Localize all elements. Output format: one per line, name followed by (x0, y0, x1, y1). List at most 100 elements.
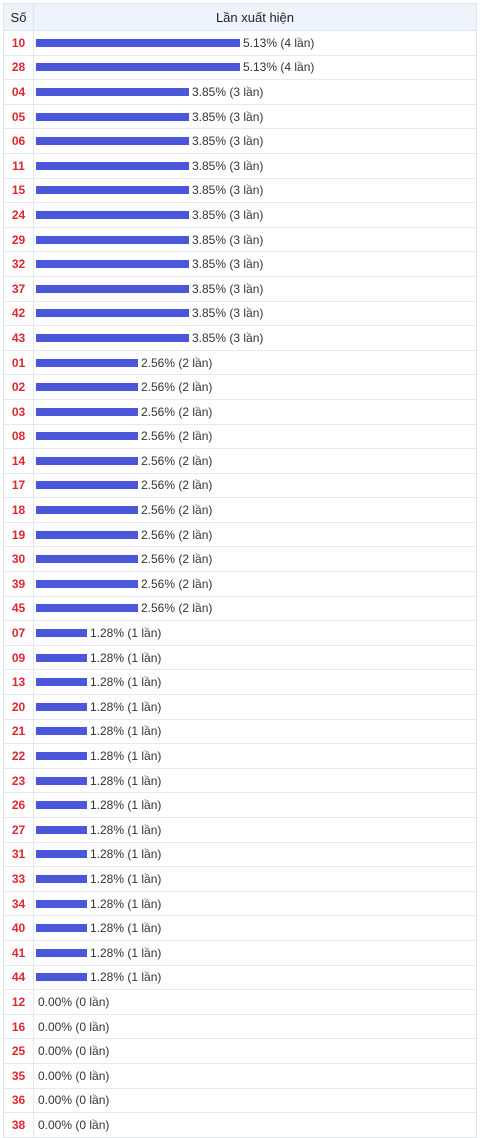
bar-cell: 2.56% (2 lần) (34, 400, 476, 424)
row-number: 25 (4, 1039, 34, 1063)
frequency-bar (36, 899, 87, 908)
frequency-bar (36, 776, 87, 785)
frequency-bar (36, 555, 138, 564)
frequency-bar (36, 407, 138, 416)
row-number: 17 (4, 473, 34, 498)
bar-label: 1.28% (1 lần) (90, 921, 162, 936)
bar-cell: 0.00% (0 lần) (34, 1089, 476, 1113)
frequency-table: Số Lần xuất hiện 10 5.13% (4 lần) 28 5.13% … (3, 3, 477, 1138)
bar-label: 2.56% (2 lần) (141, 478, 213, 493)
table-row: 26 1.28% (1 lần) (4, 793, 476, 818)
bar-cell: 2.56% (2 lần) (34, 498, 476, 522)
bar-cell: 2.56% (2 lần) (34, 474, 476, 498)
row-number: 21 (4, 719, 34, 744)
frequency-bar (36, 432, 138, 441)
row-number: 43 (4, 326, 34, 350)
bar-label: 0.00% (0 lần) (38, 1093, 110, 1108)
table-row: 24 3.85% (3 lần) (4, 203, 476, 228)
table-row: 06 3.85% (3 lần) (4, 129, 476, 154)
bar-cell: 1.28% (1 lần) (34, 916, 476, 940)
bar-cell: 2.56% (2 lần) (34, 572, 476, 596)
bar-label: 3.85% (3 lần) (192, 158, 264, 173)
bar-cell: 3.85% (3 lần) (34, 179, 476, 203)
table-row: 25 0.00% (0 lần) (4, 1039, 476, 1064)
bar-label: 2.56% (2 lần) (141, 380, 213, 395)
bar-cell: 3.85% (3 lần) (34, 80, 476, 104)
bar-label: 2.56% (2 lần) (141, 601, 213, 616)
frequency-bar (36, 850, 87, 859)
table-row: 44 1.28% (1 lần) (4, 965, 476, 991)
frequency-bar (36, 801, 87, 810)
frequency-bar (36, 653, 87, 662)
row-number: 06 (4, 129, 34, 153)
bar-cell: 3.85% (3 lần) (34, 228, 476, 252)
bar-label: 5.13% (4 lần) (243, 60, 315, 75)
bar-label: 0.00% (0 lần) (38, 1117, 110, 1132)
table-row: 07 1.28% (1 lần) (4, 621, 476, 646)
bar-cell: 1.28% (1 lần) (34, 720, 476, 744)
row-number: 11 (4, 153, 34, 178)
frequency-bar (36, 604, 138, 613)
row-number: 10 (4, 31, 34, 55)
frequency-bar (36, 358, 138, 367)
frequency-bar (36, 63, 240, 72)
table-row: 35 0.00% (0 lần) (4, 1063, 476, 1089)
row-number: 42 (4, 301, 34, 326)
bar-cell: 3.85% (3 lần) (34, 105, 476, 129)
row-number: 13 (4, 670, 34, 695)
table-row: 31 1.28% (1 lần) (4, 842, 476, 868)
table-row: 03 2.56% (2 lần) (4, 399, 476, 425)
frequency-bar (36, 235, 189, 244)
bar-label: 2.56% (2 lần) (141, 503, 213, 518)
table-body: 10 5.13% (4 lần) 28 5.13% (4 lần) 04 3.85% (3… (4, 31, 476, 1137)
bar-cell: 0.00% (0 lần) (34, 1015, 476, 1039)
table-row: 02 2.56% (2 lần) (4, 375, 476, 400)
bar-label: 2.56% (2 lần) (141, 404, 213, 419)
bar-label: 0.00% (0 lần) (38, 1068, 110, 1083)
table-row: 41 1.28% (1 lần) (4, 940, 476, 966)
frequency-bar (36, 161, 189, 170)
row-number: 24 (4, 203, 34, 227)
bar-label: 1.28% (1 lần) (90, 773, 162, 788)
bar-cell: 1.28% (1 lần) (34, 966, 476, 990)
table-row: 42 3.85% (3 lần) (4, 301, 476, 327)
bar-label: 5.13% (4 lần) (243, 35, 315, 50)
row-number: 15 (4, 178, 34, 203)
row-number: 05 (4, 104, 34, 129)
frequency-bar (36, 137, 189, 146)
frequency-bar (36, 973, 87, 982)
bar-cell: 1.28% (1 lần) (34, 646, 476, 670)
bar-label: 2.56% (2 lần) (141, 576, 213, 591)
bar-cell: 5.13% (4 lần) (34, 31, 476, 55)
frequency-bar (36, 112, 189, 121)
row-number: 22 (4, 744, 34, 768)
bar-label: 0.00% (0 lần) (38, 994, 110, 1009)
frequency-bar (36, 506, 138, 515)
frequency-bar (36, 210, 189, 219)
bar-cell: 1.28% (1 lần) (34, 670, 476, 694)
bar-label: 3.85% (3 lần) (192, 183, 264, 198)
row-number: 23 (4, 768, 34, 793)
table-row: 33 1.28% (1 lần) (4, 867, 476, 892)
row-number: 18 (4, 498, 34, 522)
bar-cell: 2.56% (2 lần) (34, 375, 476, 399)
table-row: 22 1.28% (1 lần) (4, 744, 476, 769)
table-row: 37 3.85% (3 lần) (4, 276, 476, 302)
table-row: 19 2.56% (2 lần) (4, 522, 476, 548)
table-row: 28 5.13% (4 lần) (4, 55, 476, 81)
row-number: 26 (4, 793, 34, 817)
bar-label: 3.85% (3 lần) (192, 306, 264, 321)
bar-cell: 2.56% (2 lần) (34, 523, 476, 547)
bar-cell: 3.85% (3 lần) (34, 302, 476, 326)
bar-label: 0.00% (0 lần) (38, 1044, 110, 1059)
bar-label: 1.28% (1 lần) (90, 847, 162, 862)
table-row: 09 1.28% (1 lần) (4, 645, 476, 671)
header-number: Số (4, 4, 34, 30)
frequency-bar (36, 530, 138, 539)
table-row: 13 1.28% (1 lần) (4, 670, 476, 696)
bar-cell: 3.85% (3 lần) (34, 203, 476, 227)
bar-cell: 1.28% (1 lần) (34, 695, 476, 719)
frequency-bar (36, 481, 138, 490)
bar-label: 1.28% (1 lần) (90, 798, 162, 813)
bar-label: 1.28% (1 lần) (90, 699, 162, 714)
